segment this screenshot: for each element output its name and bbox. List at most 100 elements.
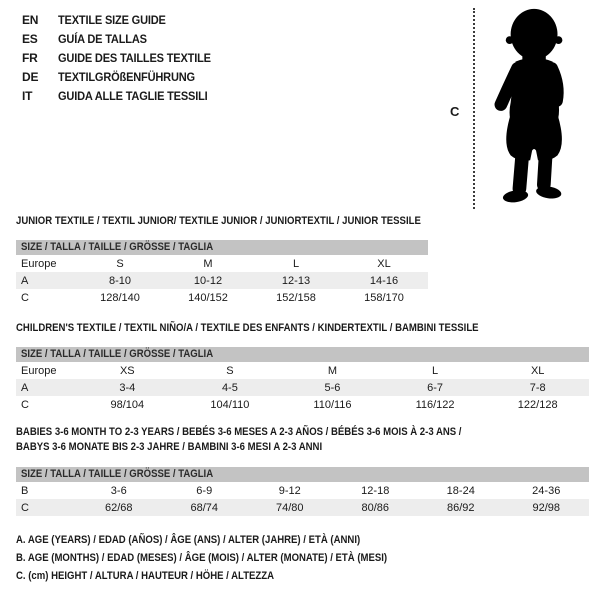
table-cell: 9-12 xyxy=(278,484,301,497)
junior-row-c: C 128/140 140/152 152/158 158/170 xyxy=(16,289,428,306)
table-cell: 4-5 xyxy=(178,379,282,396)
table-cell: 62/68 xyxy=(76,499,162,516)
lang-code-en: EN xyxy=(22,12,39,27)
children-table-title-text: CHILDREN'S TEXTILE / TEXTIL NIÑO/A / TEX… xyxy=(16,322,479,334)
children-table-title: CHILDREN'S TEXTILE / TEXTIL NIÑO/A / TEX… xyxy=(16,321,589,336)
lang-code-fr: FR xyxy=(22,50,38,65)
table-cell: 80/86 xyxy=(332,499,418,516)
table-cell: 6-9 xyxy=(196,484,213,497)
junior-col-s: S xyxy=(116,257,124,270)
junior-size-header-text: SIZE / TALLA / TAILLE / GRÖSSE / TAGLIA xyxy=(21,241,214,253)
children-region-row: Europe XS S M L XL xyxy=(16,362,589,379)
children-col-xs: XS xyxy=(119,364,135,377)
table-cell: 18-24 xyxy=(446,484,475,497)
legend-line-c: C. (cm) HEIGHT / ALTURA / HAUTEUR / HÖHE… xyxy=(16,567,443,585)
table-cell: 3-4 xyxy=(76,379,179,396)
lang-code-es: ES xyxy=(22,31,38,46)
table-cell: 7-8 xyxy=(486,379,589,396)
table-cell: 98/104 xyxy=(110,398,145,411)
children-row-a-label: A xyxy=(16,379,76,396)
table-cell: 86/92 xyxy=(418,499,504,516)
junior-size-header-bar: SIZE / TALLA / TAILLE / GRÖSSE / TAGLIA xyxy=(16,240,428,255)
babies-size-header-bar: SIZE / TALLA / TAILLE / GRÖSSE / TAGLIA xyxy=(16,467,589,482)
junior-textile-section: JUNIOR TEXTILE / TEXTIL JUNIOR/ TEXTILE … xyxy=(16,214,428,306)
height-measure-figure: C xyxy=(440,0,600,218)
lang-label-en: TEXTILE SIZE GUIDE xyxy=(58,12,166,27)
table-cell: 5-6 xyxy=(281,379,384,396)
children-col-l: L xyxy=(432,364,439,377)
table-cell: 122/128 xyxy=(517,398,558,411)
legend-line-b: B. AGE (MONTHS) / EDAD (MESES) / ÂGE (MO… xyxy=(16,549,443,567)
babies-size-table: B 3-6 6-9 9-12 12-18 18-24 24-36 C 62/68… xyxy=(16,482,589,516)
table-cell: 104/110 xyxy=(210,398,250,411)
junior-col-l: L xyxy=(292,257,300,270)
children-size-header-text: SIZE / TALLA / TAILLE / GRÖSSE / TAGLIA xyxy=(21,348,214,360)
table-cell: 74/80 xyxy=(247,499,333,516)
children-row-a: A 3-4 4-5 5-6 6-7 7-8 xyxy=(16,379,589,396)
children-textile-section: CHILDREN'S TEXTILE / TEXTIL NIÑO/A / TEX… xyxy=(16,321,589,413)
lang-label-fr: GUIDE DES TAILLES TEXTILE xyxy=(58,50,211,65)
junior-region-label: Europe xyxy=(21,257,57,270)
lang-row-de: DE TEXTILGRÖßENFÜHRUNG xyxy=(22,67,224,86)
junior-table-title: JUNIOR TEXTILE / TEXTIL JUNIOR/ TEXTILE … xyxy=(16,214,428,229)
children-col-s: S xyxy=(226,364,234,377)
lang-label-es: GUÍA DE TALLAS xyxy=(58,31,147,46)
lang-label-it: GUIDA ALLE TAGLIE TESSILI xyxy=(58,88,208,103)
junior-table-title-text: JUNIOR TEXTILE / TEXTIL JUNIOR/ TEXTILE … xyxy=(16,215,421,227)
babies-title-line1-text: BABIES 3-6 MONTH TO 2-3 YEARS / BEBÉS 3-… xyxy=(16,426,462,438)
babies-row-b: B 3-6 6-9 9-12 12-18 18-24 24-36 xyxy=(16,482,589,499)
babies-row-c: C 62/68 68/74 74/80 80/86 86/92 92/98 xyxy=(16,499,589,516)
table-cell: 68/74 xyxy=(161,499,247,516)
children-size-table: Europe XS S M L XL A 3-4 4-5 5-6 6-7 7-8… xyxy=(16,362,589,413)
lang-label-de: TEXTILGRÖßENFÜHRUNG xyxy=(58,69,195,84)
junior-row-a: A 8-10 10-12 12-13 14-16 xyxy=(16,272,428,289)
table-cell: 3-6 xyxy=(110,484,127,497)
table-cell: 116/122 xyxy=(415,398,455,411)
height-measure-label: C xyxy=(450,104,460,119)
table-cell: 110/116 xyxy=(313,398,352,411)
babies-textile-section: BABIES 3-6 MONTH TO 2-3 YEARS / BEBÉS 3-… xyxy=(16,425,589,516)
table-cell: 12-18 xyxy=(361,484,390,497)
table-cell: 8-10 xyxy=(76,272,164,289)
children-row-c-label: C xyxy=(21,398,29,411)
table-cell: 6-7 xyxy=(383,379,487,396)
babies-table-title-line2: BABYS 3-6 MONATE BIS 2-3 JAHRE / BAMBINI… xyxy=(16,440,589,455)
babies-size-header-text: SIZE / TALLA / TAILLE / GRÖSSE / TAGLIA xyxy=(21,468,214,480)
junior-col-m: M xyxy=(203,257,213,270)
table-cell: 128/140 xyxy=(100,291,140,304)
table-cell: 10-12 xyxy=(164,272,252,289)
table-cell: 92/98 xyxy=(503,499,589,516)
baby-silhouette-icon xyxy=(494,8,564,203)
legend-line-c-text: C. (cm) HEIGHT / ALTURA / HAUTEUR / HÖHE… xyxy=(16,570,275,582)
table-cell: 12-13 xyxy=(252,272,340,289)
legend-line-a: A. AGE (YEARS) / EDAD (AÑOS) / ÂGE (ANS)… xyxy=(16,531,443,549)
legend-line-b-text: B. AGE (MONTHS) / EDAD (MESES) / ÂGE (MO… xyxy=(16,552,388,564)
children-region-label: Europe xyxy=(21,364,57,377)
children-col-m: M xyxy=(327,364,338,377)
junior-row-c-label: C xyxy=(21,291,29,304)
junior-region-row: Europe S M L XL xyxy=(16,255,428,272)
junior-row-a-label: A xyxy=(16,272,76,289)
lang-code-it: IT xyxy=(22,88,33,103)
lang-row-en: EN TEXTILE SIZE GUIDE xyxy=(22,10,224,29)
lang-row-fr: FR GUIDE DES TAILLES TEXTILE xyxy=(22,48,224,67)
babies-row-c-label: C xyxy=(16,499,76,516)
babies-table-title-line1: BABIES 3-6 MONTH TO 2-3 YEARS / BEBÉS 3-… xyxy=(16,425,589,440)
table-cell: 152/158 xyxy=(276,291,316,304)
children-size-header-bar: SIZE / TALLA / TAILLE / GRÖSSE / TAGLIA xyxy=(16,347,589,362)
babies-row-b-label: B xyxy=(21,484,29,497)
height-dotted-line xyxy=(473,8,475,209)
table-cell: 140/152 xyxy=(188,291,228,304)
babies-title-line2-text: BABYS 3-6 MONATE BIS 2-3 JAHRE / BAMBINI… xyxy=(16,441,323,453)
language-title-list: EN TEXTILE SIZE GUIDE ES GUÍA DE TALLAS … xyxy=(22,10,224,105)
table-cell: 158/170 xyxy=(364,291,404,304)
table-cell: 14-16 xyxy=(340,272,428,289)
table-cell: 24-36 xyxy=(532,484,561,497)
children-row-c: C 98/104 104/110 110/116 116/122 122/128 xyxy=(16,396,589,413)
measurement-legend: A. AGE (YEARS) / EDAD (AÑOS) / ÂGE (ANS)… xyxy=(16,531,443,585)
lang-row-it: IT GUIDA ALLE TAGLIE TESSILI xyxy=(22,86,224,105)
lang-row-es: ES GUÍA DE TALLAS xyxy=(22,29,224,48)
junior-size-table: Europe S M L XL A 8-10 10-12 12-13 14-16… xyxy=(16,255,428,306)
legend-line-a-text: A. AGE (YEARS) / EDAD (AÑOS) / ÂGE (ANS)… xyxy=(16,534,361,546)
